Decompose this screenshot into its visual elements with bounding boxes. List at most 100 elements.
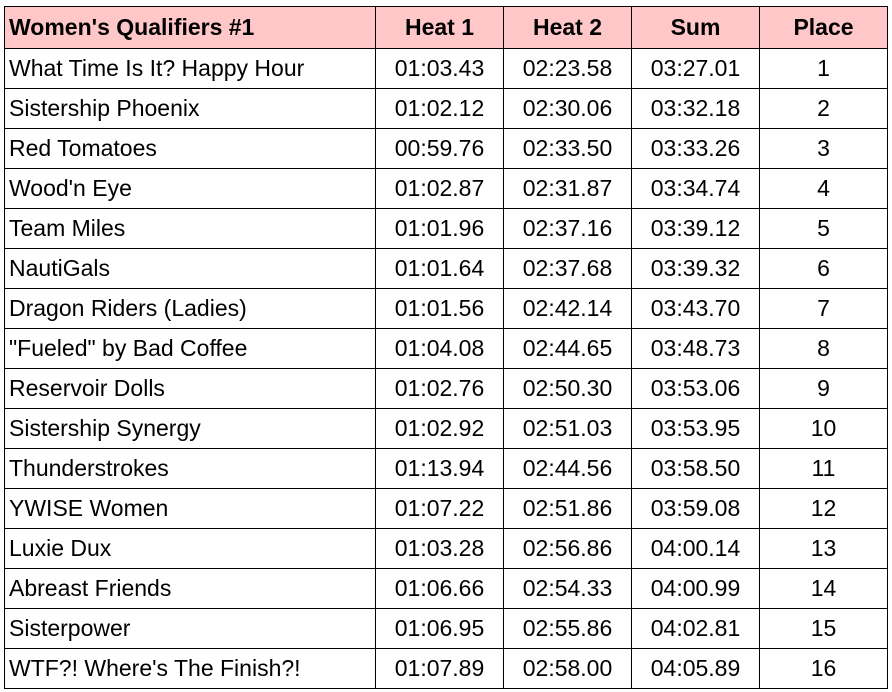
table-cell: What Time Is It? Happy Hour <box>4 48 376 89</box>
table-cell: 01:02.87 <box>375 168 504 209</box>
table-cell: Reservoir Dolls <box>4 368 376 409</box>
table-cell: 03:33.26 <box>631 128 760 169</box>
table-cell: Wood'n Eye <box>4 168 376 209</box>
table-cell: 01:04.08 <box>375 328 504 369</box>
table-cell: 11 <box>759 448 888 489</box>
table-cell: Thunderstrokes <box>4 448 376 489</box>
table-row: Team Miles 01:01.96 02:37.16 03:39.12 5 <box>4 208 888 249</box>
table-cell: 03:43.70 <box>631 288 760 329</box>
header-cell: Heat 1 <box>375 6 504 49</box>
table-cell: 10 <box>759 408 888 449</box>
table-cell: Red Tomatoes <box>4 128 376 169</box>
table-cell: 04:05.89 <box>631 648 760 689</box>
table-cell: 8 <box>759 328 888 369</box>
table-body: What Time Is It? Happy Hour 01:03.43 02:23… <box>4 48 888 689</box>
table-cell: Sistership Phoenix <box>4 88 376 129</box>
table-cell: 01:06.95 <box>375 608 504 649</box>
table-cell: YWISE Women <box>4 488 376 529</box>
table-cell: 02:33.50 <box>503 128 632 169</box>
table-cell: 2 <box>759 88 888 129</box>
table-cell: 01:03.43 <box>375 48 504 89</box>
table-cell: Abreast Friends <box>4 568 376 609</box>
table-cell: 03:53.06 <box>631 368 760 409</box>
header-cell: Place <box>759 6 888 49</box>
table-cell: 14 <box>759 568 888 609</box>
table-row: Sistership Phoenix 01:02.12 02:30.06 03:32.… <box>4 88 888 129</box>
table-row: Sistership Synergy 01:02.92 02:51.03 03:53.… <box>4 408 888 449</box>
table-cell: 04:00.14 <box>631 528 760 569</box>
table-cell: 01:01.96 <box>375 208 504 249</box>
table-cell: Team Miles <box>4 208 376 249</box>
table-cell: 03:58.50 <box>631 448 760 489</box>
table-row: Thunderstrokes 01:13.94 02:44.56 03:58.50 11 <box>4 448 888 489</box>
table-cell: 03:27.01 <box>631 48 760 89</box>
table-cell: 16 <box>759 648 888 689</box>
header-cell: Heat 2 <box>503 6 632 49</box>
table-cell: 00:59.76 <box>375 128 504 169</box>
table-cell: 3 <box>759 128 888 169</box>
table-cell: 5 <box>759 208 888 249</box>
table-cell: 02:31.87 <box>503 168 632 209</box>
table-cell: 01:07.89 <box>375 648 504 689</box>
table-cell: 13 <box>759 528 888 569</box>
table-cell: 15 <box>759 608 888 649</box>
table-cell: 01:02.76 <box>375 368 504 409</box>
table-cell: 01:07.22 <box>375 488 504 529</box>
table-cell: 12 <box>759 488 888 529</box>
table-cell: 02:51.86 <box>503 488 632 529</box>
table-cell: WTF?! Where's The Finish?! <box>4 648 376 689</box>
table-cell: 01:02.12 <box>375 88 504 129</box>
table-cell: 01:06.66 <box>375 568 504 609</box>
table-cell: 02:37.68 <box>503 248 632 289</box>
table-cell: 02:44.65 <box>503 328 632 369</box>
table-cell: 03:34.74 <box>631 168 760 209</box>
table-cell: 03:39.12 <box>631 208 760 249</box>
table-row: What Time Is It? Happy Hour 01:03.43 02:23… <box>4 48 888 89</box>
results-table: Women's Qualifiers #1 Heat 1 Heat 2 Sum Plac… <box>4 6 888 689</box>
table-row: Red Tomatoes 00:59.76 02:33.50 03:33.26 3 <box>4 128 888 169</box>
table-cell: Sisterpower <box>4 608 376 649</box>
table-cell: 1 <box>759 48 888 89</box>
table-cell: 9 <box>759 368 888 409</box>
header-cell: Sum <box>631 6 760 49</box>
table-cell: 02:58.00 <box>503 648 632 689</box>
table-cell: 02:44.56 <box>503 448 632 489</box>
table-row: Reservoir Dolls 01:02.76 02:50.30 03:53.06 9 <box>4 368 888 409</box>
table-row: YWISE Women 01:07.22 02:51.86 03:59.08 12 <box>4 488 888 529</box>
table-cell: 03:48.73 <box>631 328 760 369</box>
table-cell: 02:55.86 <box>503 608 632 649</box>
table-cell: 02:50.30 <box>503 368 632 409</box>
table-cell: 6 <box>759 248 888 289</box>
table-cell: 02:23.58 <box>503 48 632 89</box>
table-cell: Luxie Dux <box>4 528 376 569</box>
table-row: NautiGals 01:01.64 02:37.68 03:39.32 6 <box>4 248 888 289</box>
table-cell: 04:02.81 <box>631 608 760 649</box>
table-cell: 02:56.86 <box>503 528 632 569</box>
header-cell: Women's Qualifiers #1 <box>4 6 376 49</box>
table-cell: 03:59.08 <box>631 488 760 529</box>
table-cell: 4 <box>759 168 888 209</box>
table-row: Abreast Friends 01:06.66 02:54.33 04:00.99 1… <box>4 568 888 609</box>
table-cell: 03:32.18 <box>631 88 760 129</box>
table-cell: "Fueled" by Bad Coffee <box>4 328 376 369</box>
table-cell: Dragon Riders (Ladies) <box>4 288 376 329</box>
table-row: Sisterpower 01:06.95 02:55.86 04:02.81 15 <box>4 608 888 649</box>
header-row: Women's Qualifiers #1 Heat 1 Heat 2 Sum Plac… <box>4 6 888 49</box>
table-cell: Sistership Synergy <box>4 408 376 449</box>
table-row: Wood'n Eye 01:02.87 02:31.87 03:34.74 4 <box>4 168 888 209</box>
table-cell: 02:42.14 <box>503 288 632 329</box>
table-cell: 03:53.95 <box>631 408 760 449</box>
table-cell: 01:13.94 <box>375 448 504 489</box>
table-cell: 7 <box>759 288 888 329</box>
table-cell: 04:00.99 <box>631 568 760 609</box>
table-cell: 02:37.16 <box>503 208 632 249</box>
table-row: Luxie Dux 01:03.28 02:56.86 04:00.14 13 <box>4 528 888 569</box>
table-cell: 01:03.28 <box>375 528 504 569</box>
table-cell: 01:01.56 <box>375 288 504 329</box>
table-cell: 01:01.64 <box>375 248 504 289</box>
table-row: "Fueled" by Bad Coffee 01:04.08 02:44.65 03… <box>4 328 888 369</box>
table-cell: 02:51.03 <box>503 408 632 449</box>
table-cell: 02:30.06 <box>503 88 632 129</box>
table-row: Dragon Riders (Ladies) 01:01.56 02:42.14 03… <box>4 288 888 329</box>
